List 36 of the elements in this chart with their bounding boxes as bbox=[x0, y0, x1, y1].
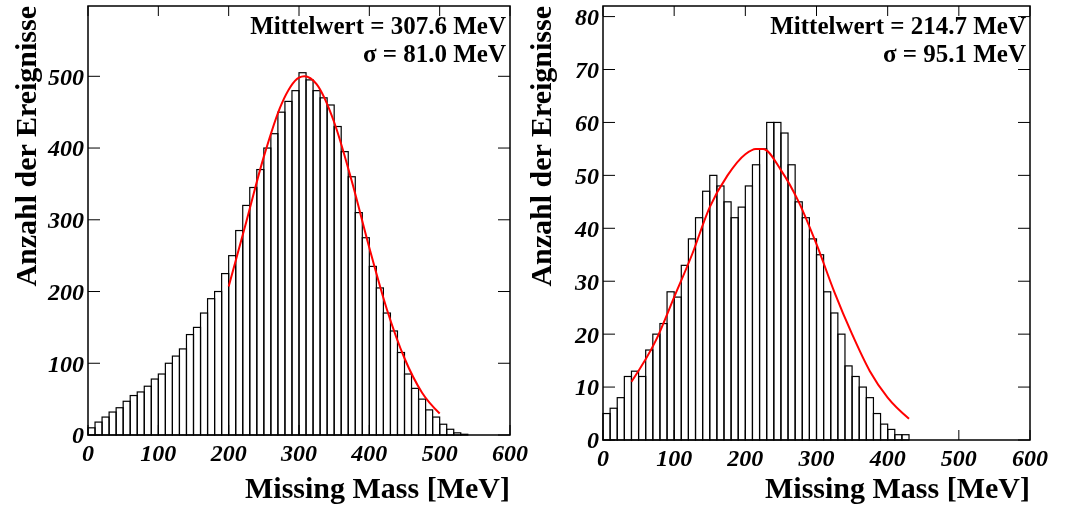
y-tick-label: 70 bbox=[575, 56, 599, 83]
y-axis-title: Anzahl der Ereignisse bbox=[9, 6, 42, 287]
x-axis-title: Missing Mass [MeV] bbox=[765, 471, 1030, 504]
x-tick-label: 100 bbox=[140, 440, 177, 466]
annotation: Mittelwert = 307.6 MeV bbox=[250, 12, 506, 39]
y-tick-label: 0 bbox=[72, 422, 84, 449]
y-tick-label: 100 bbox=[48, 350, 84, 377]
y-tick-label: 50 bbox=[575, 162, 599, 189]
annotation: σ = 95.1 MeV bbox=[882, 40, 1026, 67]
y-tick-label: 20 bbox=[574, 321, 599, 348]
y-tick-label: 400 bbox=[47, 135, 84, 162]
y-tick-label: 30 bbox=[574, 268, 599, 295]
line-series bbox=[630, 147, 911, 420]
y-tick-label: 40 bbox=[574, 215, 599, 242]
x-tick-label: 500 bbox=[421, 440, 458, 466]
x-tick-label: 300 bbox=[280, 440, 317, 466]
line-series bbox=[227, 75, 441, 415]
annotation: Mittelwert = 214.7 MeV bbox=[770, 12, 1026, 39]
x-tick-label: 100 bbox=[656, 445, 693, 471]
y-tick-label: 60 bbox=[575, 109, 599, 136]
y-tick-label: 300 bbox=[47, 207, 84, 234]
x-axis-title: Missing Mass [MeV] bbox=[245, 471, 510, 504]
y-tick-label: 10 bbox=[575, 374, 599, 401]
y-axis-title: Anzahl der Ereignisse bbox=[524, 6, 557, 287]
x-tick-label: 400 bbox=[868, 445, 906, 471]
y-tick-label: 200 bbox=[47, 278, 84, 305]
x-tick-label: 600 bbox=[492, 440, 528, 466]
x-tick-label: 200 bbox=[726, 445, 764, 471]
x-tick-label: 200 bbox=[209, 440, 247, 466]
y-tick-label: 500 bbox=[48, 63, 84, 90]
annotation: σ = 81.0 MeV bbox=[362, 40, 506, 67]
x-tick-label: 400 bbox=[350, 440, 388, 466]
y-tick-label: 80 bbox=[575, 3, 599, 30]
x-tick-label: 500 bbox=[940, 445, 977, 471]
x-tick-label: 300 bbox=[797, 445, 835, 471]
x-tick-label: 600 bbox=[1012, 445, 1048, 471]
